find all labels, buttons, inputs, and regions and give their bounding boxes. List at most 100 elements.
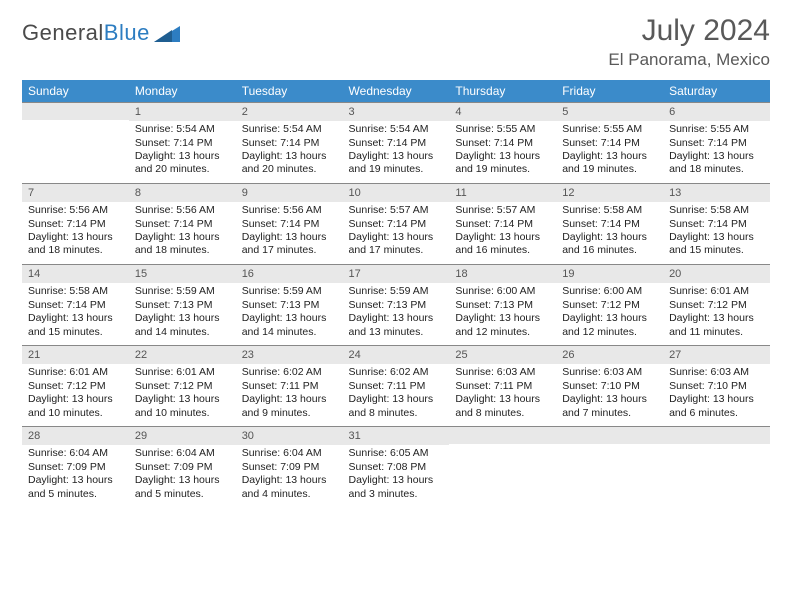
day-body: Sunrise: 5:56 AMSunset: 7:14 PMDaylight:… <box>22 202 129 264</box>
logo-text: GeneralBlue <box>22 20 150 46</box>
sunset-line: Sunset: 7:14 PM <box>28 299 123 312</box>
sunset-line: Sunset: 7:09 PM <box>28 461 123 474</box>
weekday-header: Tuesday <box>236 80 343 102</box>
weekday-header: Monday <box>129 80 236 102</box>
day-body: Sunrise: 5:58 AMSunset: 7:14 PMDaylight:… <box>556 202 663 264</box>
day-body: Sunrise: 5:55 AMSunset: 7:14 PMDaylight:… <box>663 121 770 183</box>
day-body: Sunrise: 5:54 AMSunset: 7:14 PMDaylight:… <box>343 121 450 183</box>
day-body: Sunrise: 6:03 AMSunset: 7:10 PMDaylight:… <box>556 364 663 426</box>
calendar-cell <box>556 426 663 507</box>
calendar-cell: 28Sunrise: 6:04 AMSunset: 7:09 PMDayligh… <box>22 426 129 507</box>
sunrise-line: Sunrise: 5:56 AM <box>242 204 337 217</box>
day-number: 8 <box>129 183 236 202</box>
sunrise-line: Sunrise: 6:03 AM <box>562 366 657 379</box>
sunrise-line: Sunrise: 6:04 AM <box>135 447 230 460</box>
calendar-cell <box>663 426 770 507</box>
day-body: Sunrise: 6:01 AMSunset: 7:12 PMDaylight:… <box>663 283 770 345</box>
sunrise-line: Sunrise: 5:59 AM <box>135 285 230 298</box>
sunrise-line: Sunrise: 5:57 AM <box>349 204 444 217</box>
calendar-cell: 21Sunrise: 6:01 AMSunset: 7:12 PMDayligh… <box>22 345 129 426</box>
day-number: 1 <box>129 102 236 121</box>
day-body: Sunrise: 5:54 AMSunset: 7:14 PMDaylight:… <box>236 121 343 183</box>
daylight-line: Daylight: 13 hours and 13 minutes. <box>349 312 444 339</box>
sunrise-line: Sunrise: 5:54 AM <box>242 123 337 136</box>
daylight-line: Daylight: 13 hours and 19 minutes. <box>562 150 657 177</box>
daylight-line: Daylight: 13 hours and 17 minutes. <box>349 231 444 258</box>
calendar-cell: 5Sunrise: 5:55 AMSunset: 7:14 PMDaylight… <box>556 102 663 183</box>
sunrise-line: Sunrise: 5:54 AM <box>135 123 230 136</box>
sunrise-line: Sunrise: 5:54 AM <box>349 123 444 136</box>
sunrise-line: Sunrise: 6:04 AM <box>242 447 337 460</box>
daylight-line: Daylight: 13 hours and 20 minutes. <box>242 150 337 177</box>
day-body: Sunrise: 5:59 AMSunset: 7:13 PMDaylight:… <box>236 283 343 345</box>
sunset-line: Sunset: 7:14 PM <box>242 137 337 150</box>
sunset-line: Sunset: 7:13 PM <box>455 299 550 312</box>
calendar-cell <box>449 426 556 507</box>
page-title: July 2024 <box>608 14 770 48</box>
daylight-line: Daylight: 13 hours and 10 minutes. <box>135 393 230 420</box>
sunrise-line: Sunrise: 5:58 AM <box>562 204 657 217</box>
empty-day-bar <box>449 426 556 444</box>
day-body: Sunrise: 5:59 AMSunset: 7:13 PMDaylight:… <box>343 283 450 345</box>
calendar-cell: 10Sunrise: 5:57 AMSunset: 7:14 PMDayligh… <box>343 183 450 264</box>
daylight-line: Daylight: 13 hours and 7 minutes. <box>562 393 657 420</box>
calendar-cell: 26Sunrise: 6:03 AMSunset: 7:10 PMDayligh… <box>556 345 663 426</box>
calendar-row: 21Sunrise: 6:01 AMSunset: 7:12 PMDayligh… <box>22 345 770 426</box>
calendar-cell: 19Sunrise: 6:00 AMSunset: 7:12 PMDayligh… <box>556 264 663 345</box>
day-body: Sunrise: 5:56 AMSunset: 7:14 PMDaylight:… <box>236 202 343 264</box>
day-number: 21 <box>22 345 129 364</box>
sunset-line: Sunset: 7:13 PM <box>242 299 337 312</box>
day-body: Sunrise: 5:54 AMSunset: 7:14 PMDaylight:… <box>129 121 236 183</box>
day-body: Sunrise: 5:59 AMSunset: 7:13 PMDaylight:… <box>129 283 236 345</box>
sunrise-line: Sunrise: 5:57 AM <box>455 204 550 217</box>
calendar-row: 28Sunrise: 6:04 AMSunset: 7:09 PMDayligh… <box>22 426 770 507</box>
daylight-line: Daylight: 13 hours and 16 minutes. <box>562 231 657 258</box>
day-number: 12 <box>556 183 663 202</box>
daylight-line: Daylight: 13 hours and 11 minutes. <box>669 312 764 339</box>
daylight-line: Daylight: 13 hours and 3 minutes. <box>349 474 444 501</box>
day-number: 9 <box>236 183 343 202</box>
day-number: 29 <box>129 426 236 445</box>
logo-word1: General <box>22 20 104 45</box>
day-number: 14 <box>22 264 129 283</box>
sunset-line: Sunset: 7:08 PM <box>349 461 444 474</box>
calendar-cell: 29Sunrise: 6:04 AMSunset: 7:09 PMDayligh… <box>129 426 236 507</box>
calendar-row: 1Sunrise: 5:54 AMSunset: 7:14 PMDaylight… <box>22 102 770 183</box>
day-number: 23 <box>236 345 343 364</box>
daylight-line: Daylight: 13 hours and 20 minutes. <box>135 150 230 177</box>
daylight-line: Daylight: 13 hours and 8 minutes. <box>455 393 550 420</box>
calendar-cell: 4Sunrise: 5:55 AMSunset: 7:14 PMDaylight… <box>449 102 556 183</box>
calendar-cell: 14Sunrise: 5:58 AMSunset: 7:14 PMDayligh… <box>22 264 129 345</box>
sunset-line: Sunset: 7:12 PM <box>28 380 123 393</box>
weekday-row: SundayMondayTuesdayWednesdayThursdayFrid… <box>22 80 770 102</box>
day-body: Sunrise: 6:02 AMSunset: 7:11 PMDaylight:… <box>236 364 343 426</box>
empty-day-bar <box>22 102 129 120</box>
calendar-cell: 1Sunrise: 5:54 AMSunset: 7:14 PMDaylight… <box>129 102 236 183</box>
day-number: 18 <box>449 264 556 283</box>
day-body: Sunrise: 5:55 AMSunset: 7:14 PMDaylight:… <box>556 121 663 183</box>
daylight-line: Daylight: 13 hours and 18 minutes. <box>28 231 123 258</box>
calendar-row: 14Sunrise: 5:58 AMSunset: 7:14 PMDayligh… <box>22 264 770 345</box>
sunset-line: Sunset: 7:14 PM <box>562 137 657 150</box>
calendar-cell: 7Sunrise: 5:56 AMSunset: 7:14 PMDaylight… <box>22 183 129 264</box>
calendar-cell: 25Sunrise: 6:03 AMSunset: 7:11 PMDayligh… <box>449 345 556 426</box>
sunset-line: Sunset: 7:10 PM <box>562 380 657 393</box>
sunset-line: Sunset: 7:12 PM <box>135 380 230 393</box>
calendar-cell: 24Sunrise: 6:02 AMSunset: 7:11 PMDayligh… <box>343 345 450 426</box>
day-body: Sunrise: 5:55 AMSunset: 7:14 PMDaylight:… <box>449 121 556 183</box>
day-body: Sunrise: 6:04 AMSunset: 7:09 PMDaylight:… <box>129 445 236 507</box>
day-body: Sunrise: 6:01 AMSunset: 7:12 PMDaylight:… <box>129 364 236 426</box>
calendar-cell: 16Sunrise: 5:59 AMSunset: 7:13 PMDayligh… <box>236 264 343 345</box>
weekday-header: Sunday <box>22 80 129 102</box>
day-number: 7 <box>22 183 129 202</box>
calendar-body: 1Sunrise: 5:54 AMSunset: 7:14 PMDaylight… <box>22 102 770 507</box>
sunrise-line: Sunrise: 5:55 AM <box>669 123 764 136</box>
calendar-cell: 11Sunrise: 5:57 AMSunset: 7:14 PMDayligh… <box>449 183 556 264</box>
logo: GeneralBlue <box>22 14 180 46</box>
calendar-cell: 31Sunrise: 6:05 AMSunset: 7:08 PMDayligh… <box>343 426 450 507</box>
daylight-line: Daylight: 13 hours and 6 minutes. <box>669 393 764 420</box>
sunset-line: Sunset: 7:14 PM <box>135 218 230 231</box>
day-number: 2 <box>236 102 343 121</box>
calendar-cell <box>22 102 129 183</box>
sunrise-line: Sunrise: 5:56 AM <box>135 204 230 217</box>
